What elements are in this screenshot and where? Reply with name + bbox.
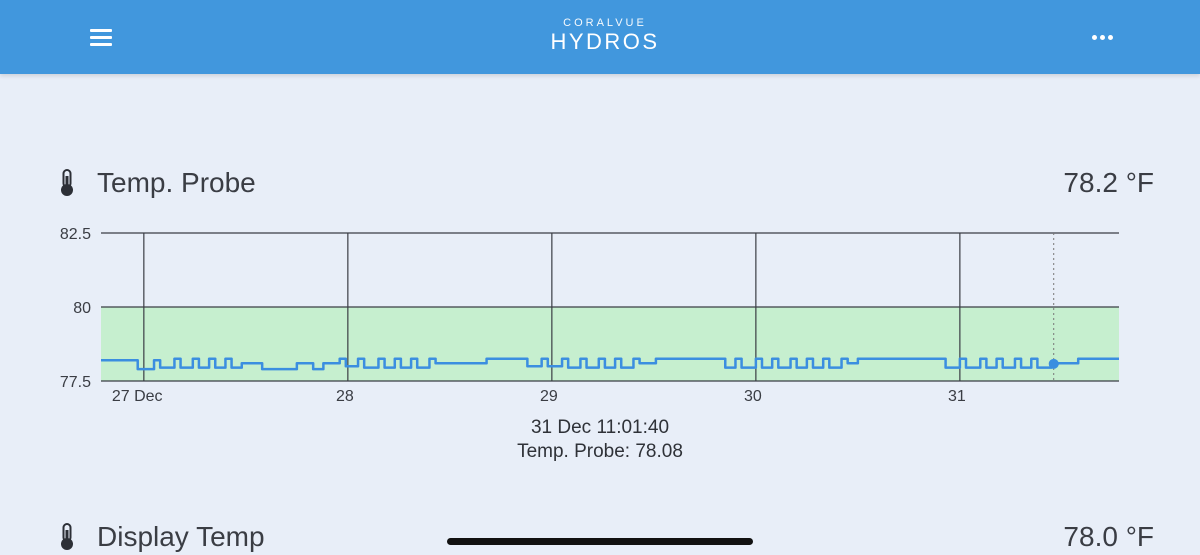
home-indicator[interactable]: [447, 538, 753, 545]
probe-title: Display Temp: [97, 521, 265, 552]
logo-product: HYDROS: [550, 29, 660, 54]
target-range-band: [101, 307, 1119, 381]
y-tick-label: 82.5: [60, 226, 91, 243]
x-tick-label: 27 Dec: [112, 388, 163, 405]
app-logo: CORALVUE HYDROS: [530, 16, 680, 54]
temperature-chart[interactable]: 82.5 80 77.5 27 Dec 28 29 30 31: [0, 215, 1200, 415]
series-line: [101, 357, 1119, 371]
x-tick-label: 30: [744, 388, 762, 405]
tooltip-reading: Temp. Probe: 78.08: [517, 441, 683, 462]
chart-tooltip: 31 Dec 11:01:40 Temp. Probe: 78.08: [450, 416, 750, 464]
hamburger-icon[interactable]: [88, 26, 116, 48]
y-tick-label: 77.5: [60, 374, 91, 391]
thermometer-icon: [61, 523, 73, 550]
tooltip-time: 31 Dec 11:01:40: [530, 417, 670, 438]
probe-title: Temp. Probe: [97, 167, 256, 198]
probe-value: 78.2 °F: [1063, 167, 1154, 198]
more-dots-icon[interactable]: [1088, 26, 1118, 48]
app-header: CORALVUE HYDROS: [0, 0, 1200, 74]
x-tick-label: 31: [948, 388, 966, 405]
logo-brand: CORALVUE: [563, 17, 647, 29]
x-tick-label: 28: [336, 388, 354, 405]
probe-value: 78.0 °F: [1063, 521, 1154, 552]
highlight-point: [1048, 358, 1059, 369]
thermometer-icon: [61, 169, 73, 196]
x-tick-label: 29: [540, 388, 558, 405]
y-tick-label: 80: [73, 300, 91, 317]
